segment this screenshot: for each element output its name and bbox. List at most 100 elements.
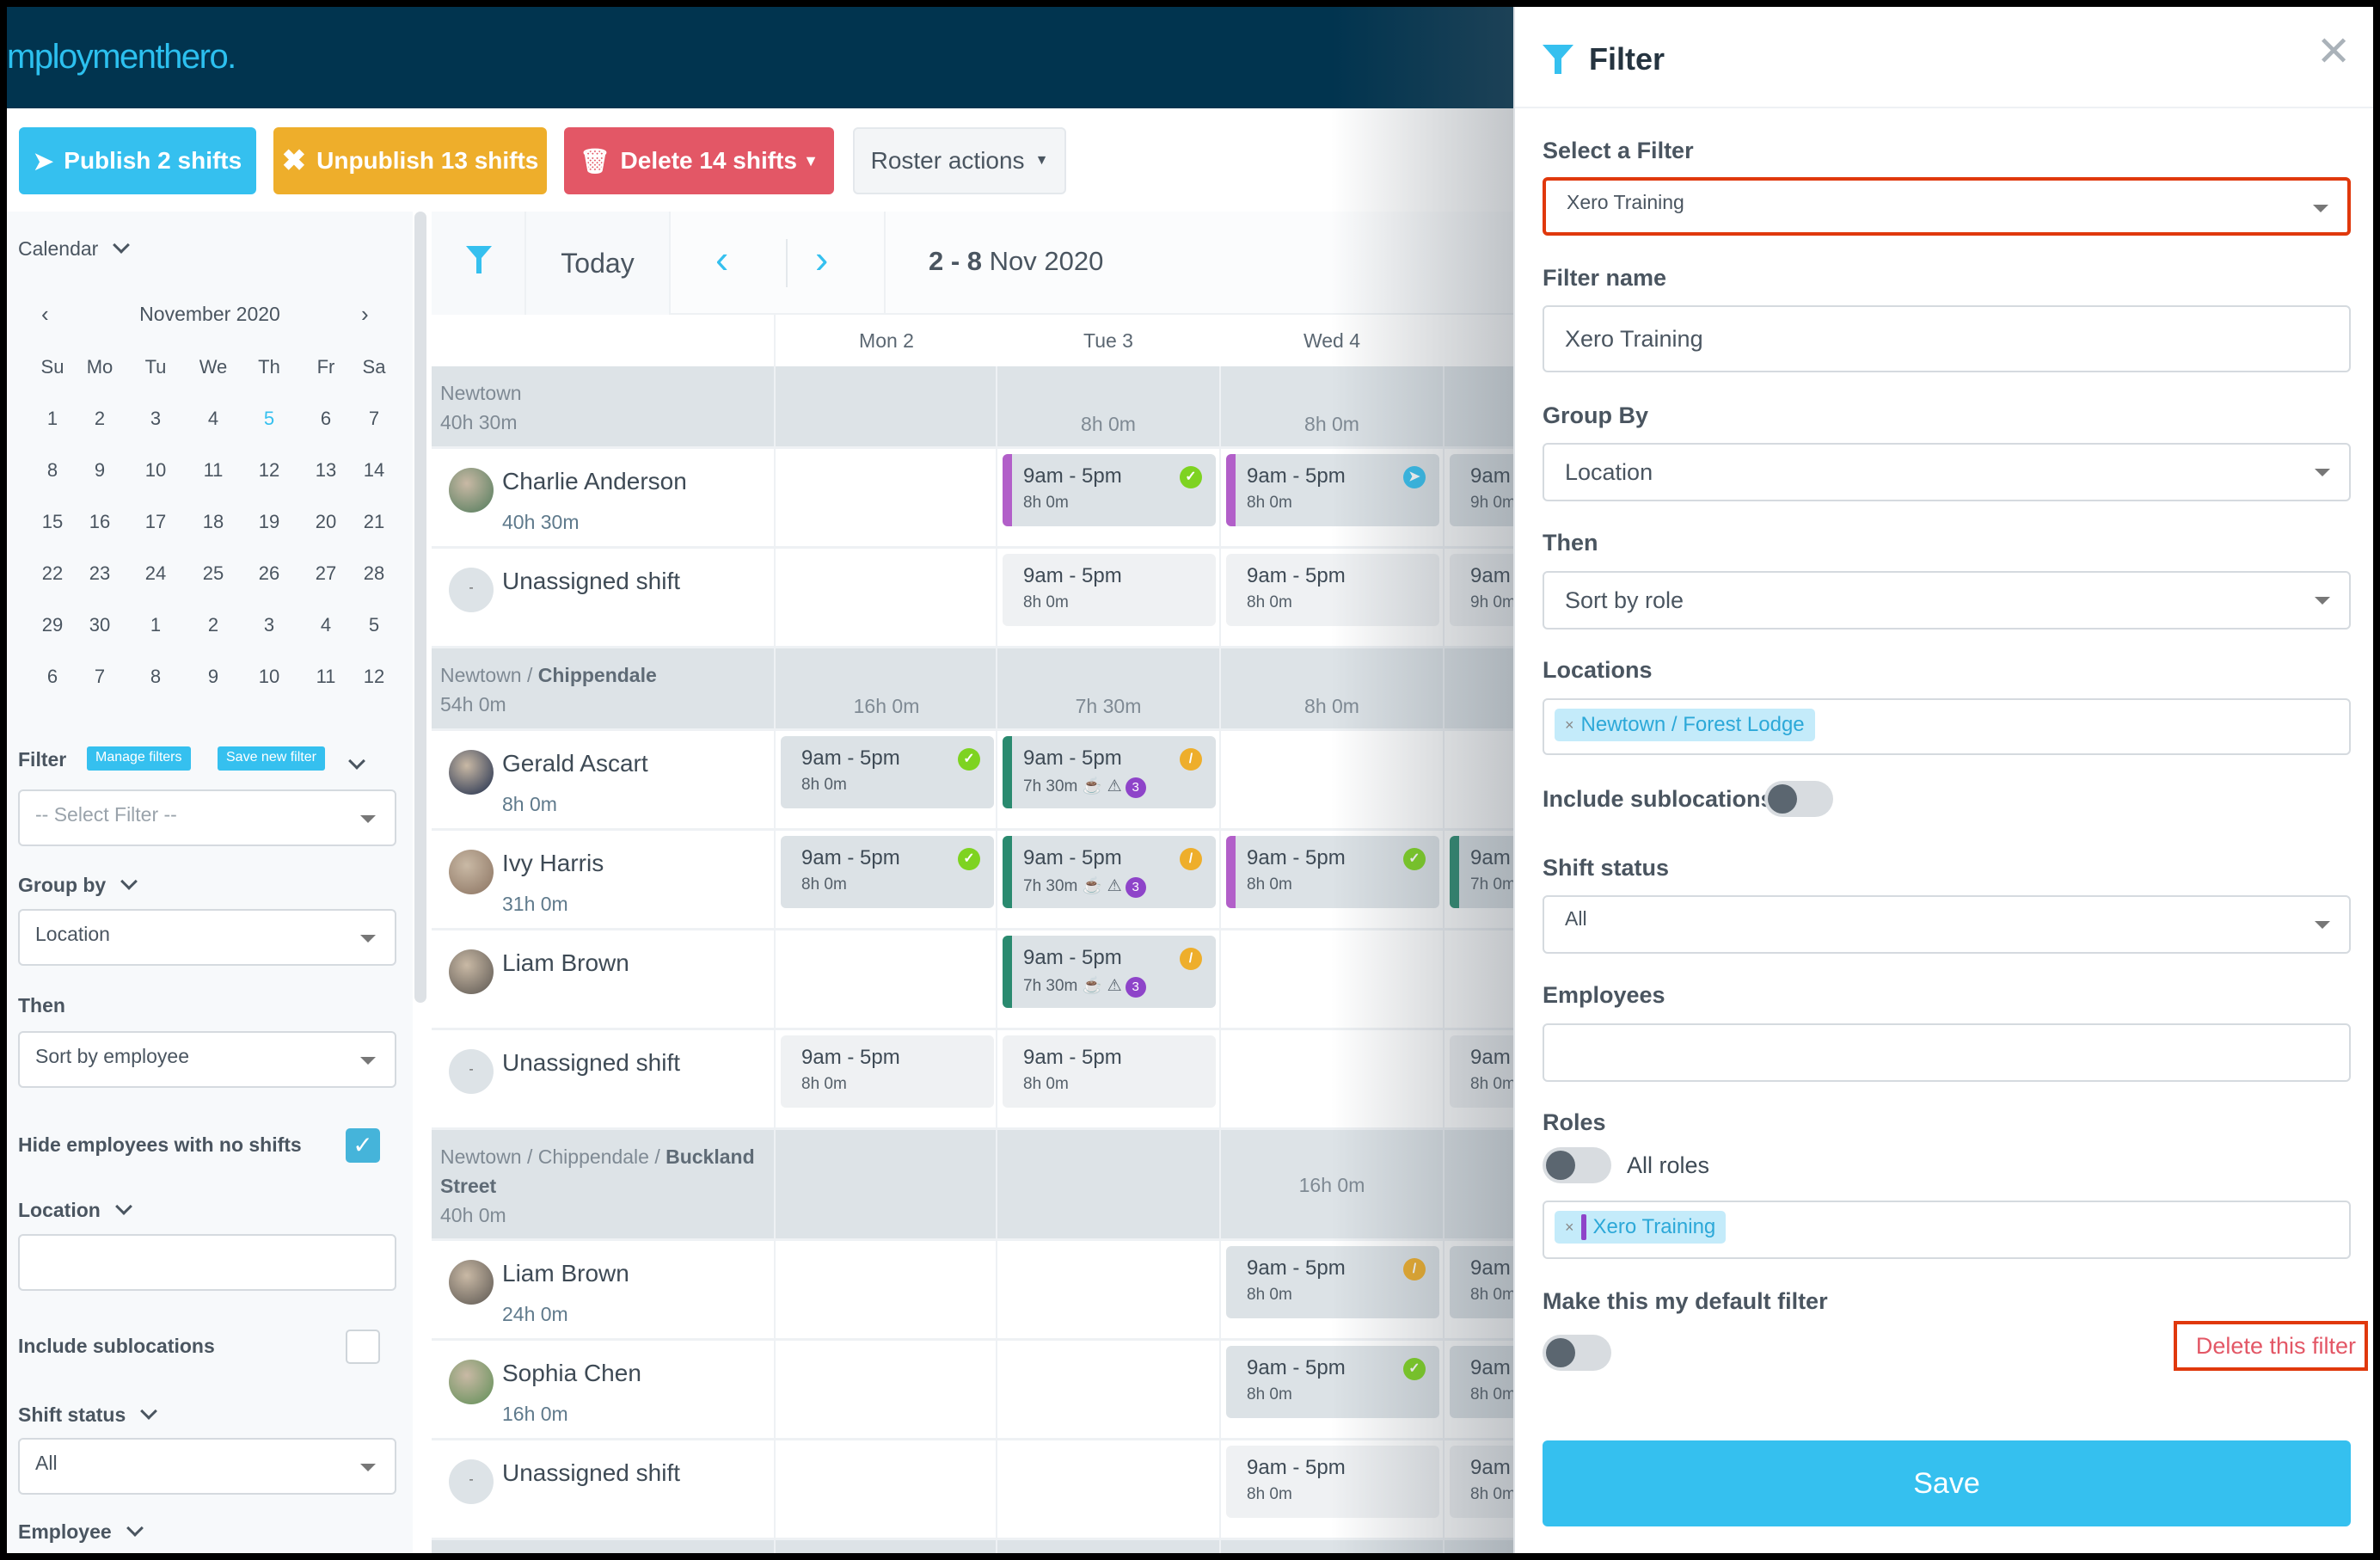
employee-name[interactable]: Unassigned shift — [502, 1459, 681, 1486]
calendar-day[interactable]: 10 — [258, 666, 280, 687]
calendar-day[interactable]: 16 — [89, 511, 111, 532]
calendar-day[interactable]: 2 — [94, 408, 106, 429]
location-toggle[interactable]: Location — [18, 1198, 132, 1222]
shift-card[interactable]: 9am - 5pm 7h 30m ☕ ⚠ 3 / — [1003, 936, 1216, 1008]
default-filter-toggle[interactable] — [1543, 1335, 1611, 1371]
shift-card[interactable]: 9am - 5pm 8h 0m ➤ — [1226, 454, 1439, 526]
calendar-day[interactable]: 4 — [320, 614, 332, 636]
select-filter-dropdown[interactable]: Xero Training — [1543, 177, 2351, 236]
calendar-day[interactable]: 20 — [315, 511, 337, 532]
remove-chip-icon[interactable]: × — [1565, 716, 1574, 734]
employee-name[interactable]: Gerald Ascart — [502, 750, 648, 777]
group-by-dropdown[interactable]: Location — [18, 909, 396, 966]
next-week-button[interactable]: › — [815, 236, 829, 281]
shift-card[interactable]: 9am - 5pm 7h 30m ☕ ⚠ 3 / — [1003, 836, 1216, 908]
calendar-day[interactable]: 30 — [89, 614, 111, 636]
calendar-day[interactable]: 7 — [94, 666, 106, 687]
filter-toggle-button[interactable] — [432, 212, 526, 315]
employee-toggle[interactable]: Employee — [18, 1520, 144, 1544]
calendar-day[interactable]: 26 — [258, 562, 280, 584]
filter-chevron-down-icon[interactable] — [348, 752, 365, 770]
calendar-day[interactable]: 23 — [89, 562, 111, 584]
employee-name[interactable]: Liam Brown — [502, 949, 629, 976]
employee-name[interactable]: Liam Brown — [502, 1260, 629, 1287]
employees-input[interactable] — [1543, 1023, 2351, 1082]
shift-card[interactable]: 9am - 5pm 8h 0m — [1003, 554, 1216, 626]
calendar-day[interactable]: 25 — [202, 562, 224, 584]
shift-card[interactable]: 9am - 5pm 8h 0m ✓ — [1226, 836, 1439, 908]
select-filter-dropdown[interactable]: -- Select Filter -- — [18, 789, 396, 846]
employee-name[interactable]: Unassigned shift — [502, 1049, 681, 1076]
calendar-day[interactable]: 21 — [363, 511, 385, 532]
unpublish-shifts-button[interactable]: ✖ Unpublish 13 shifts — [273, 127, 547, 194]
shift-card[interactable]: 9am - 5pm 8h 0m — [1226, 554, 1439, 626]
then-dropdown[interactable]: Sort by employee — [18, 1031, 396, 1088]
calendar-day[interactable]: 9 — [207, 666, 219, 687]
calendar-day[interactable]: 5 — [263, 408, 275, 429]
shift-status-toggle[interactable]: Shift status — [18, 1403, 158, 1427]
delete-filter-link[interactable]: Delete this filter — [2174, 1321, 2368, 1371]
calendar-day[interactable]: 27 — [315, 562, 337, 584]
shift-status-dropdown[interactable]: All — [1543, 895, 2351, 954]
roles-multiselect[interactable]: × Xero Training — [1543, 1201, 2351, 1259]
calendar-day[interactable]: 14 — [363, 459, 385, 481]
shift-card[interactable]: 9am - 5pm 8h 0m ✓ — [781, 736, 994, 808]
calendar-day[interactable]: 1 — [46, 408, 58, 429]
include-sublocations-toggle[interactable] — [1764, 781, 1833, 817]
shift-card[interactable]: 9am - 5pm 7h 30m ☕ ⚠ 3 / — [1003, 736, 1216, 808]
location-input[interactable] — [18, 1234, 396, 1291]
shift-card[interactable]: 9am - 5pm 8h 0m / — [1226, 1246, 1439, 1318]
employee-name[interactable]: Charlie Anderson — [502, 468, 687, 494]
then-dropdown[interactable]: Sort by role — [1543, 571, 2351, 630]
employee-name[interactable]: Unassigned shift — [502, 568, 681, 594]
today-button[interactable]: Today — [526, 212, 671, 315]
calendar-day[interactable]: 3 — [150, 408, 162, 429]
calendar-day[interactable]: 10 — [144, 459, 167, 481]
group-by-dropdown[interactable]: Location — [1543, 443, 2351, 501]
hide-employees-checkbox[interactable]: ✓ — [346, 1128, 380, 1163]
close-icon[interactable]: ✕ — [2316, 29, 2352, 75]
calendar-day[interactable]: 29 — [41, 614, 64, 636]
shift-card[interactable]: 9am - 5pm 8h 0m — [1226, 1446, 1439, 1518]
shift-card[interactable]: 9am - 5pm 8h 0m ✓ — [1003, 454, 1216, 526]
save-new-filter-button[interactable]: Save new filter — [218, 746, 325, 771]
save-button[interactable]: Save — [1543, 1440, 2351, 1526]
prev-week-button[interactable]: ‹ — [715, 236, 729, 281]
calendar-day[interactable]: 28 — [363, 562, 385, 584]
shift-card[interactable]: 9am - 5pm 8h 0m ✓ — [1226, 1346, 1439, 1418]
calendar-day[interactable]: 12 — [258, 459, 280, 481]
next-month-button[interactable]: › — [361, 301, 369, 327]
calendar-day[interactable]: 1 — [150, 614, 162, 636]
remove-chip-icon[interactable]: × — [1565, 1218, 1574, 1236]
filter-name-input[interactable]: Xero Training — [1543, 305, 2351, 372]
publish-shifts-button[interactable]: ➤ Publish 2 shifts — [19, 127, 256, 194]
calendar-day[interactable]: 3 — [263, 614, 275, 636]
calendar-day[interactable]: 11 — [316, 666, 336, 687]
employee-name[interactable]: Ivy Harris — [502, 850, 604, 876]
sidebar-scrollbar[interactable] — [414, 212, 426, 1003]
employment-hero-logo[interactable]: mploymenthero. — [7, 38, 236, 76]
shift-card[interactable]: 9am - 5pm 8h 0m ✓ — [781, 836, 994, 908]
calendar-day[interactable]: 8 — [46, 459, 58, 481]
calendar-day[interactable]: 6 — [46, 666, 58, 687]
calendar-day[interactable]: 24 — [144, 562, 167, 584]
calendar-day[interactable]: 5 — [368, 614, 380, 636]
calendar-day[interactable]: 17 — [144, 511, 167, 532]
calendar-day[interactable]: 7 — [368, 408, 380, 429]
delete-dropdown-caret-icon[interactable]: ▼ — [803, 151, 819, 169]
shift-card[interactable]: 9am - 5pm 8h 0m — [781, 1035, 994, 1108]
calendar-day[interactable]: 9 — [94, 459, 106, 481]
calendar-toggle[interactable]: Calendar — [18, 236, 131, 261]
roster-actions-button[interactable]: Roster actions ▼ — [853, 127, 1066, 194]
calendar-day[interactable]: 13 — [315, 459, 337, 481]
delete-shifts-button[interactable]: 🗑 Delete 14 shifts ▼ — [564, 127, 834, 194]
include-sublocations-checkbox[interactable] — [346, 1330, 380, 1364]
calendar-day[interactable]: 2 — [207, 614, 219, 636]
calendar-day[interactable]: 6 — [320, 408, 332, 429]
shift-status-dropdown[interactable]: All — [18, 1438, 396, 1495]
calendar-day[interactable]: 8 — [150, 666, 162, 687]
employee-name[interactable]: Sophia Chen — [502, 1360, 641, 1386]
all-roles-toggle[interactable] — [1543, 1147, 1611, 1183]
group-by-toggle[interactable]: Group by — [18, 873, 138, 897]
shift-card[interactable]: 9am - 5pm 8h 0m — [1003, 1035, 1216, 1108]
